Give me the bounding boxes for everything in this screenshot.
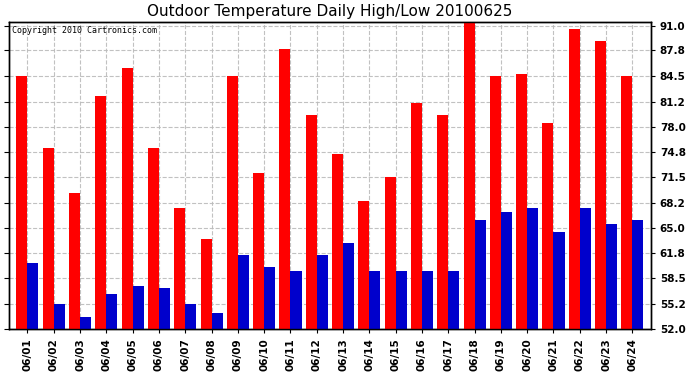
Bar: [622, 76, 633, 329]
Bar: [148, 148, 159, 329]
Bar: [238, 255, 249, 329]
Bar: [95, 96, 106, 329]
Bar: [159, 288, 170, 329]
Bar: [343, 243, 354, 329]
Bar: [569, 30, 580, 329]
Bar: [384, 177, 395, 329]
Bar: [121, 68, 132, 329]
Bar: [464, 22, 475, 329]
Bar: [501, 212, 512, 329]
Bar: [553, 232, 564, 329]
Bar: [595, 41, 606, 329]
Bar: [395, 271, 406, 329]
Bar: [106, 294, 117, 329]
Bar: [212, 314, 223, 329]
Bar: [17, 76, 28, 329]
Bar: [580, 209, 591, 329]
Bar: [448, 271, 460, 329]
Bar: [69, 193, 80, 329]
Bar: [174, 209, 185, 329]
Bar: [185, 304, 196, 329]
Title: Outdoor Temperature Daily High/Low 20100625: Outdoor Temperature Daily High/Low 20100…: [147, 4, 513, 19]
Bar: [80, 317, 91, 329]
Bar: [542, 123, 553, 329]
Bar: [253, 173, 264, 329]
Bar: [306, 115, 317, 329]
Bar: [290, 271, 302, 329]
Text: Copyright 2010 Cartronics.com: Copyright 2010 Cartronics.com: [12, 26, 157, 35]
Bar: [264, 267, 275, 329]
Bar: [490, 76, 501, 329]
Bar: [332, 154, 343, 329]
Bar: [633, 220, 644, 329]
Bar: [43, 148, 54, 329]
Bar: [475, 220, 486, 329]
Bar: [437, 115, 448, 329]
Bar: [516, 74, 527, 329]
Bar: [132, 286, 144, 329]
Bar: [422, 271, 433, 329]
Bar: [201, 240, 212, 329]
Bar: [358, 201, 369, 329]
Bar: [54, 304, 65, 329]
Bar: [279, 49, 290, 329]
Bar: [28, 263, 39, 329]
Bar: [317, 255, 328, 329]
Bar: [411, 104, 422, 329]
Bar: [227, 76, 238, 329]
Bar: [369, 271, 380, 329]
Bar: [527, 209, 538, 329]
Bar: [606, 224, 617, 329]
